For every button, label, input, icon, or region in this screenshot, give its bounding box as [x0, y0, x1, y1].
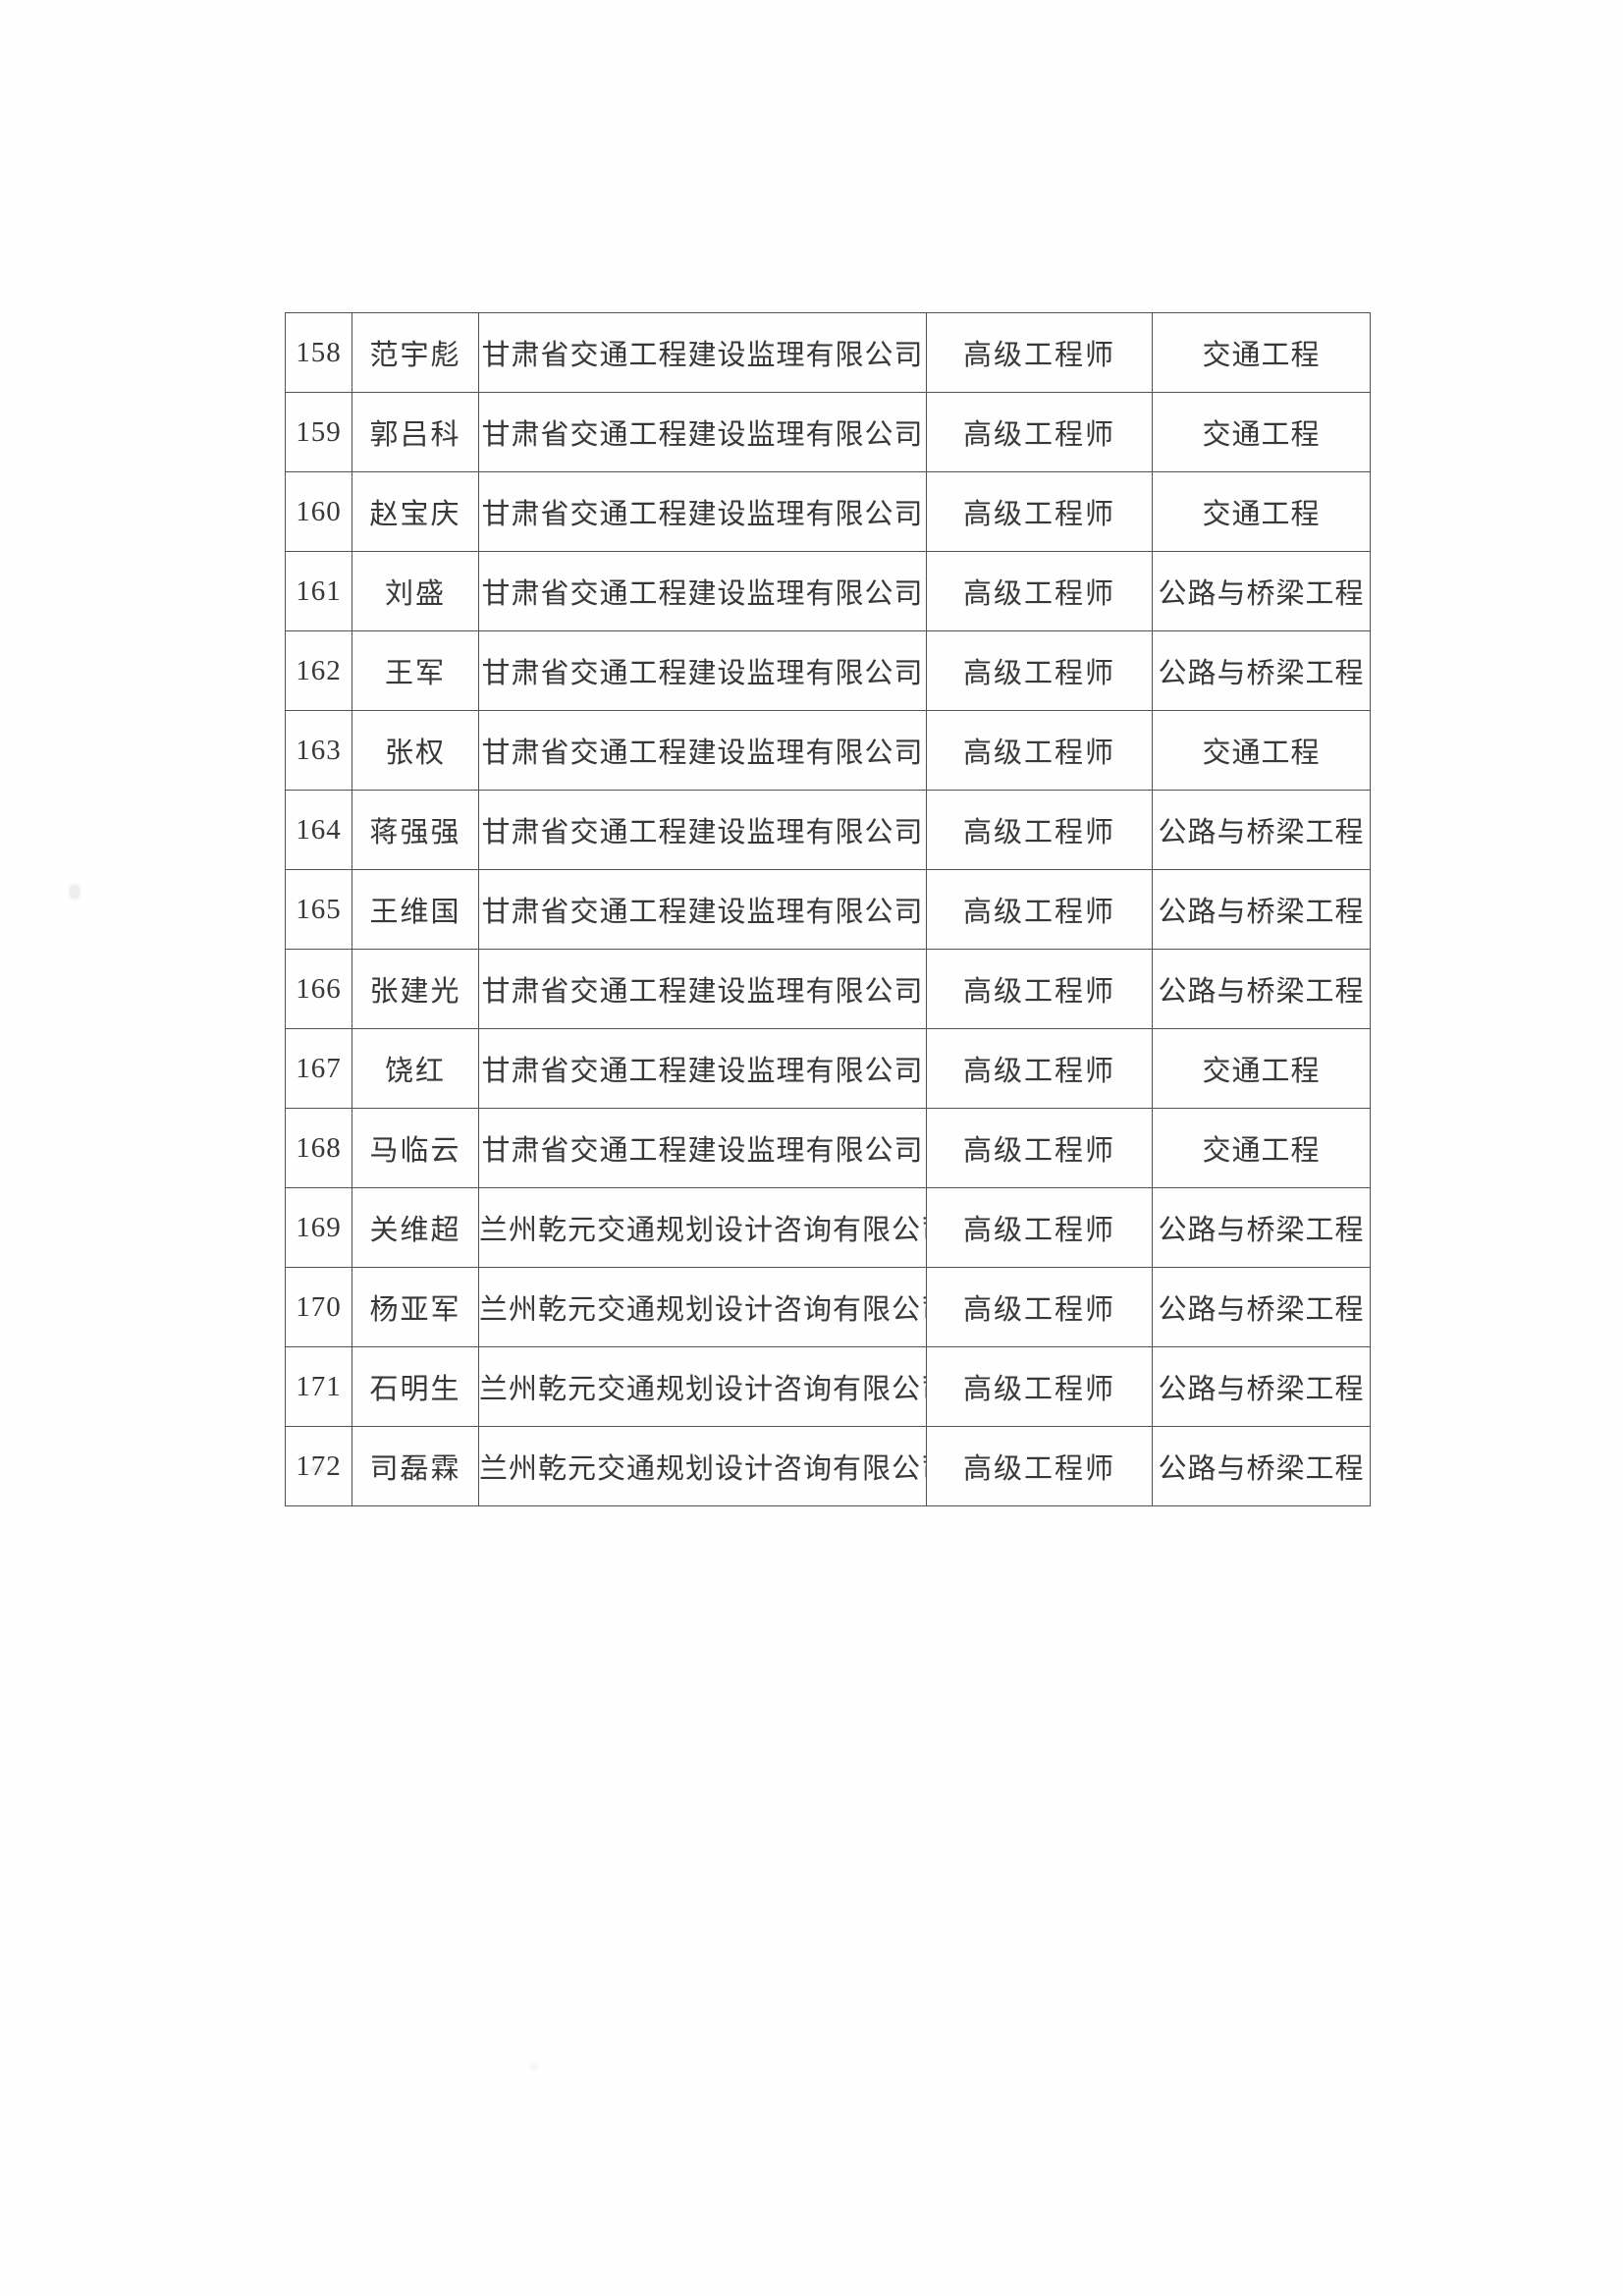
cell-row-number: 172: [285, 1426, 352, 1506]
cell-person-name: 饶红: [352, 1028, 479, 1109]
cell-specialty: 公路与桥梁工程: [1152, 949, 1371, 1029]
cell-row-number: 164: [285, 790, 352, 870]
cell-company: 兰州乾元交通规划设计咨询有限公司: [478, 1346, 927, 1427]
cell-row-number: 162: [285, 630, 352, 711]
cell-specialty: 交通工程: [1152, 1108, 1371, 1188]
table-row: 166 张建光 甘肃省交通工程建设监理有限公司 高级工程师 公路与桥梁工程: [285, 949, 1371, 1029]
cell-row-number: 166: [285, 949, 352, 1029]
cell-specialty: 公路与桥梁工程: [1152, 869, 1371, 950]
cell-specialty: 交通工程: [1152, 471, 1371, 552]
cell-person-name: 石明生: [352, 1346, 479, 1427]
cell-specialty: 公路与桥梁工程: [1152, 551, 1371, 631]
table-row: 172 司磊霖 兰州乾元交通规划设计咨询有限公司 高级工程师 公路与桥梁工程: [285, 1426, 1371, 1506]
cell-person-name: 关维超: [352, 1187, 479, 1268]
table-row: 163 张权 甘肃省交通工程建设监理有限公司 高级工程师 交通工程: [285, 710, 1371, 791]
cell-specialty: 公路与桥梁工程: [1152, 630, 1371, 711]
cell-row-number: 169: [285, 1187, 352, 1268]
cell-person-name: 王维国: [352, 869, 479, 950]
cell-row-number: 168: [285, 1108, 352, 1188]
cell-row-number: 167: [285, 1028, 352, 1109]
table-body: 158 范宇彪 甘肃省交通工程建设监理有限公司 高级工程师 交通工程 159 郭…: [285, 312, 1371, 1506]
table-row: 160 赵宝庆 甘肃省交通工程建设监理有限公司 高级工程师 交通工程: [285, 471, 1371, 552]
cell-company: 甘肃省交通工程建设监理有限公司: [478, 551, 927, 631]
table-row: 158 范宇彪 甘肃省交通工程建设监理有限公司 高级工程师 交通工程: [285, 312, 1371, 393]
personnel-roster-table: 158 范宇彪 甘肃省交通工程建设监理有限公司 高级工程师 交通工程 159 郭…: [285, 312, 1371, 1506]
cell-row-number: 163: [285, 710, 352, 791]
cell-job-title: 高级工程师: [926, 949, 1153, 1029]
cell-job-title: 高级工程师: [926, 869, 1153, 950]
cell-job-title: 高级工程师: [926, 630, 1153, 711]
cell-job-title: 高级工程师: [926, 392, 1153, 472]
cell-specialty: 交通工程: [1152, 1028, 1371, 1109]
cell-company: 甘肃省交通工程建设监理有限公司: [478, 392, 927, 472]
cell-row-number: 171: [285, 1346, 352, 1427]
cell-specialty: 公路与桥梁工程: [1152, 790, 1371, 870]
cell-company: 兰州乾元交通规划设计咨询有限公司: [478, 1426, 927, 1506]
cell-job-title: 高级工程师: [926, 1108, 1153, 1188]
cell-company: 兰州乾元交通规划设计咨询有限公司: [478, 1267, 927, 1347]
cell-job-title: 高级工程师: [926, 1426, 1153, 1506]
cell-company: 甘肃省交通工程建设监理有限公司: [478, 790, 927, 870]
table-row: 167 饶红 甘肃省交通工程建设监理有限公司 高级工程师 交通工程: [285, 1028, 1371, 1109]
table-row: 168 马临云 甘肃省交通工程建设监理有限公司 高级工程师 交通工程: [285, 1108, 1371, 1188]
table-row: 161 刘盛 甘肃省交通工程建设监理有限公司 高级工程师 公路与桥梁工程: [285, 551, 1371, 631]
cell-person-name: 司磊霖: [352, 1426, 479, 1506]
cell-company: 甘肃省交通工程建设监理有限公司: [478, 471, 927, 552]
cell-row-number: 159: [285, 392, 352, 472]
cell-job-title: 高级工程师: [926, 312, 1153, 393]
cell-row-number: 170: [285, 1267, 352, 1347]
cell-person-name: 蒋强强: [352, 790, 479, 870]
cell-company: 甘肃省交通工程建设监理有限公司: [478, 630, 927, 711]
cell-specialty: 交通工程: [1152, 392, 1371, 472]
cell-specialty: 交通工程: [1152, 710, 1371, 791]
scan-speck: [530, 2064, 538, 2070]
cell-person-name: 张权: [352, 710, 479, 791]
cell-job-title: 高级工程师: [926, 1267, 1153, 1347]
table-row: 162 王军 甘肃省交通工程建设监理有限公司 高级工程师 公路与桥梁工程: [285, 630, 1371, 711]
table-row: 159 郭吕科 甘肃省交通工程建设监理有限公司 高级工程师 交通工程: [285, 392, 1371, 472]
cell-company: 兰州乾元交通规划设计咨询有限公司: [478, 1187, 927, 1268]
cell-job-title: 高级工程师: [926, 551, 1153, 631]
scan-speck: [310, 1465, 324, 1473]
table-row: 171 石明生 兰州乾元交通规划设计咨询有限公司 高级工程师 公路与桥梁工程: [285, 1346, 1371, 1427]
cell-specialty: 交通工程: [1152, 312, 1371, 393]
cell-person-name: 杨亚军: [352, 1267, 479, 1347]
cell-row-number: 161: [285, 551, 352, 631]
cell-job-title: 高级工程师: [926, 1346, 1153, 1427]
cell-row-number: 158: [285, 312, 352, 393]
table-row: 164 蒋强强 甘肃省交通工程建设监理有限公司 高级工程师 公路与桥梁工程: [285, 790, 1371, 870]
cell-job-title: 高级工程师: [926, 1187, 1153, 1268]
cell-person-name: 马临云: [352, 1108, 479, 1188]
cell-specialty: 公路与桥梁工程: [1152, 1426, 1371, 1506]
cell-company: 甘肃省交通工程建设监理有限公司: [478, 949, 927, 1029]
table-row: 169 关维超 兰州乾元交通规划设计咨询有限公司 高级工程师 公路与桥梁工程: [285, 1187, 1371, 1268]
cell-person-name: 张建光: [352, 949, 479, 1029]
cell-job-title: 高级工程师: [926, 790, 1153, 870]
cell-job-title: 高级工程师: [926, 471, 1153, 552]
scan-speck: [69, 884, 81, 900]
cell-person-name: 刘盛: [352, 551, 479, 631]
cell-person-name: 王军: [352, 630, 479, 711]
cell-person-name: 郭吕科: [352, 392, 479, 472]
cell-job-title: 高级工程师: [926, 1028, 1153, 1109]
cell-company: 甘肃省交通工程建设监理有限公司: [478, 710, 927, 791]
cell-company: 甘肃省交通工程建设监理有限公司: [478, 312, 927, 393]
cell-person-name: 范宇彪: [352, 312, 479, 393]
cell-company: 甘肃省交通工程建设监理有限公司: [478, 869, 927, 950]
cell-company: 甘肃省交通工程建设监理有限公司: [478, 1028, 927, 1109]
cell-specialty: 公路与桥梁工程: [1152, 1187, 1371, 1268]
cell-specialty: 公路与桥梁工程: [1152, 1346, 1371, 1427]
cell-row-number: 165: [285, 869, 352, 950]
cell-specialty: 公路与桥梁工程: [1152, 1267, 1371, 1347]
cell-job-title: 高级工程师: [926, 710, 1153, 791]
cell-person-name: 赵宝庆: [352, 471, 479, 552]
table-row: 165 王维国 甘肃省交通工程建设监理有限公司 高级工程师 公路与桥梁工程: [285, 869, 1371, 950]
cell-company: 甘肃省交通工程建设监理有限公司: [478, 1108, 927, 1188]
table-row: 170 杨亚军 兰州乾元交通规划设计咨询有限公司 高级工程师 公路与桥梁工程: [285, 1267, 1371, 1347]
cell-row-number: 160: [285, 471, 352, 552]
